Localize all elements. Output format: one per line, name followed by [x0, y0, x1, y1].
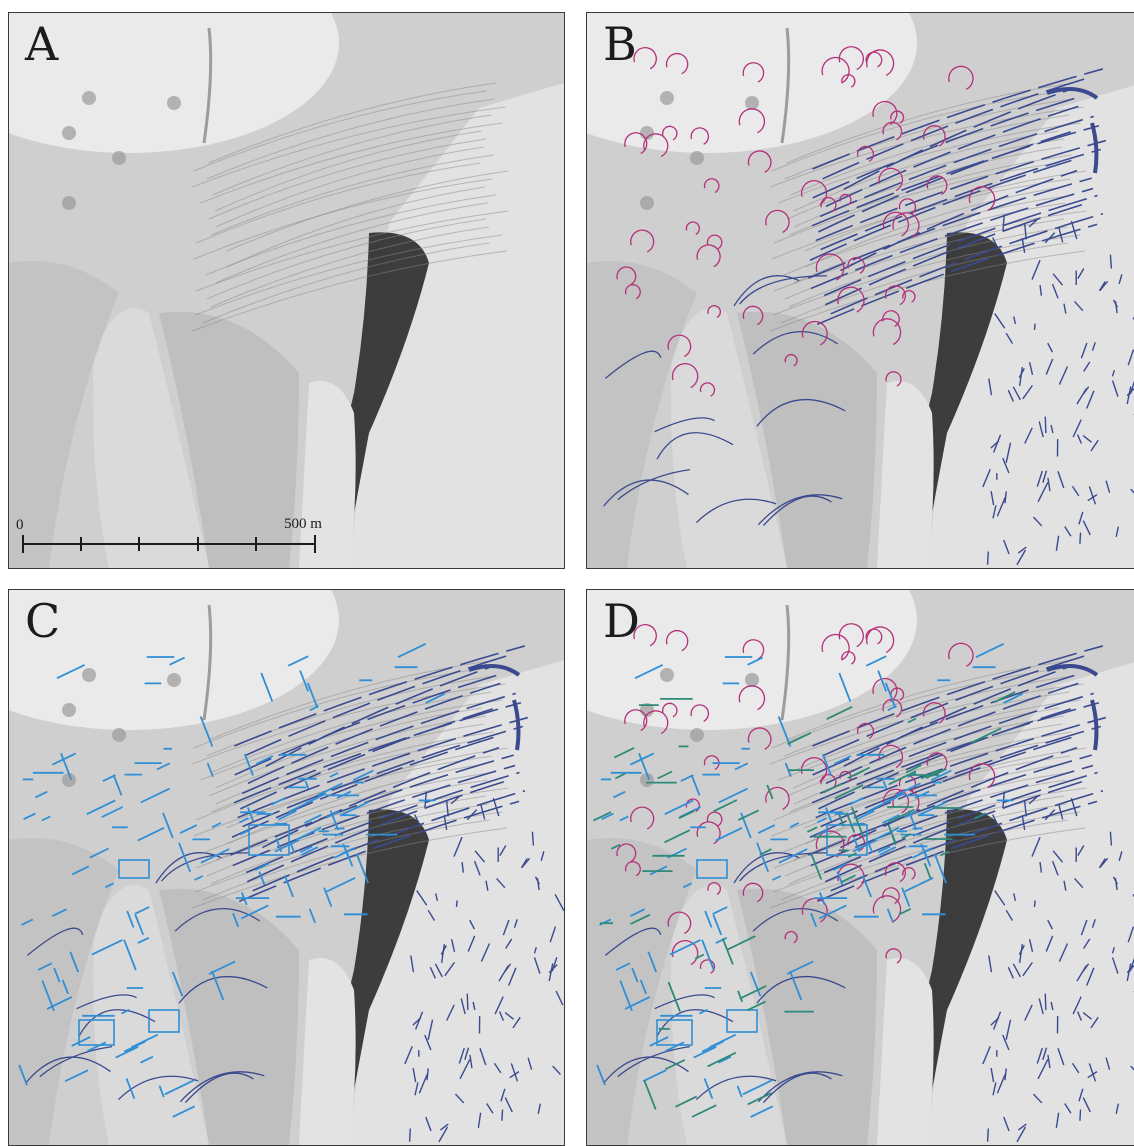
crater — [62, 703, 76, 717]
dark-blue-line — [1110, 832, 1111, 846]
scale-max-label: 500 m — [284, 516, 322, 533]
crater — [690, 728, 704, 742]
dark-blue-line — [502, 1110, 503, 1121]
terrain-hillshade-map — [587, 13, 1134, 568]
dark-blue-line — [1080, 533, 1081, 544]
crater — [167, 673, 181, 687]
scale-min-label: 0 — [16, 517, 24, 534]
crater — [745, 673, 759, 687]
terrain-hillshade-map — [587, 590, 1134, 1145]
dark-blue-line — [532, 832, 533, 846]
panel-c: C — [8, 589, 565, 1146]
crater — [690, 151, 704, 165]
dark-blue-line — [467, 994, 468, 1010]
terrain-hillshade-map — [9, 590, 564, 1145]
dark-blue-line — [1080, 1110, 1081, 1121]
crater — [640, 196, 654, 210]
dark-blue-line — [988, 551, 989, 564]
panel-a: A 0 500 m — [8, 12, 565, 569]
panel-b: B — [586, 12, 1134, 569]
crater — [112, 728, 126, 742]
crater — [660, 91, 674, 105]
dark-blue-line — [410, 1128, 411, 1141]
panel-d: D — [586, 589, 1134, 1146]
dark-blue-line — [1034, 901, 1035, 907]
scale-bar — [9, 13, 564, 568]
dark-blue-line — [456, 901, 457, 907]
dark-blue-line — [1110, 255, 1111, 269]
dark-blue-line — [988, 1128, 989, 1141]
crater — [660, 668, 674, 682]
panel-letter: B — [603, 21, 637, 67]
dark-blue-line — [1034, 324, 1035, 330]
crater — [745, 96, 759, 110]
panel-letter: D — [603, 598, 640, 644]
crater — [82, 668, 96, 682]
dark-blue-line — [1045, 417, 1046, 433]
panel-letter: C — [25, 598, 60, 644]
dark-blue-line — [1045, 994, 1046, 1010]
